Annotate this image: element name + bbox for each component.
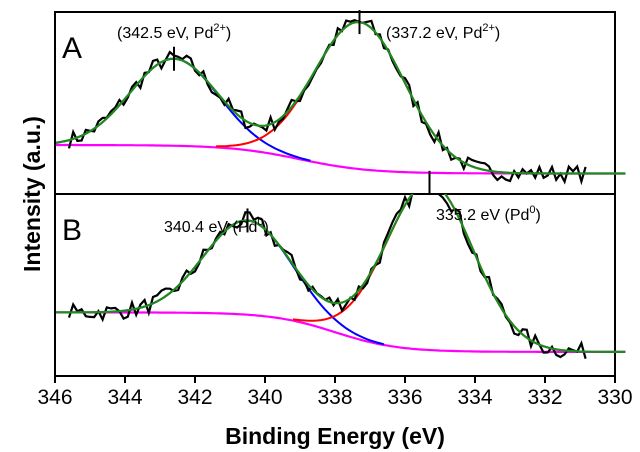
y-axis-title: Intensity (a.u.) <box>19 116 45 272</box>
annotation-text: 340.4 eV (Pd <box>164 219 257 236</box>
x-tick-label: 330 <box>597 386 632 409</box>
total-fit-curve <box>56 21 626 175</box>
x-tick-label: 334 <box>457 386 492 409</box>
background-curve <box>56 143 626 175</box>
x-tick-label: 346 <box>37 386 72 409</box>
peak-annotation: 335.2 eV (Pd0) <box>436 204 541 224</box>
peak-annotation: 340.4 eV (Pd0) <box>164 216 269 236</box>
x-ticks: 346 344 342 340 338 336 334 332 330 <box>37 376 633 409</box>
panel-b: B 340.4 eV (Pd0)335.2 eV (Pd0) <box>56 170 626 359</box>
annotation-text: 335.2 eV (Pd <box>436 207 529 224</box>
x-tick-label: 342 <box>177 386 212 409</box>
annotation-superscript: 0 <box>529 204 535 216</box>
annotation-suffix: ) <box>226 25 231 42</box>
x-tick-label: 340 <box>247 386 282 409</box>
total-fit-curve <box>56 194 626 353</box>
annotation-suffix: ) <box>536 207 541 224</box>
panel-label: A <box>62 32 82 65</box>
component-peak-low <box>215 21 504 174</box>
experimental-spectrum <box>67 194 587 359</box>
peak-annotation: (342.5 eV, Pd2+) <box>117 22 231 42</box>
annotation-text: (337.2 eV, Pd <box>386 25 482 42</box>
panels-layer: A (342.5 eV, Pd2+) (337.2 eV, Pd2+)B 340.4 … <box>56 10 626 359</box>
x-axis-title: Binding Energy (eV) <box>225 423 445 449</box>
panel-label: B <box>62 214 82 247</box>
panel-a: A (342.5 eV, Pd2+) (337.2 eV, Pd2+) <box>56 10 626 186</box>
annotation-superscript: 2+ <box>213 22 226 34</box>
x-tick-label: 332 <box>527 386 562 409</box>
peak-annotation: (337.2 eV, Pd2+) <box>386 22 500 42</box>
annotation-suffix: ) <box>495 25 500 42</box>
panel-b-curves <box>56 194 626 359</box>
panel-a-curves <box>56 19 626 186</box>
background-curve <box>56 311 626 353</box>
x-tick-label: 336 <box>387 386 422 409</box>
annotation-superscript: 0 <box>257 216 263 228</box>
component-peak-high <box>110 219 385 346</box>
annotation-text: (342.5 eV, Pd <box>117 25 213 42</box>
annotation-superscript: 2+ <box>482 22 495 34</box>
x-tick-label: 338 <box>317 386 352 409</box>
annotation-suffix: ) <box>264 219 269 236</box>
x-tick-label: 344 <box>107 386 142 409</box>
experimental-spectrum <box>67 19 587 186</box>
